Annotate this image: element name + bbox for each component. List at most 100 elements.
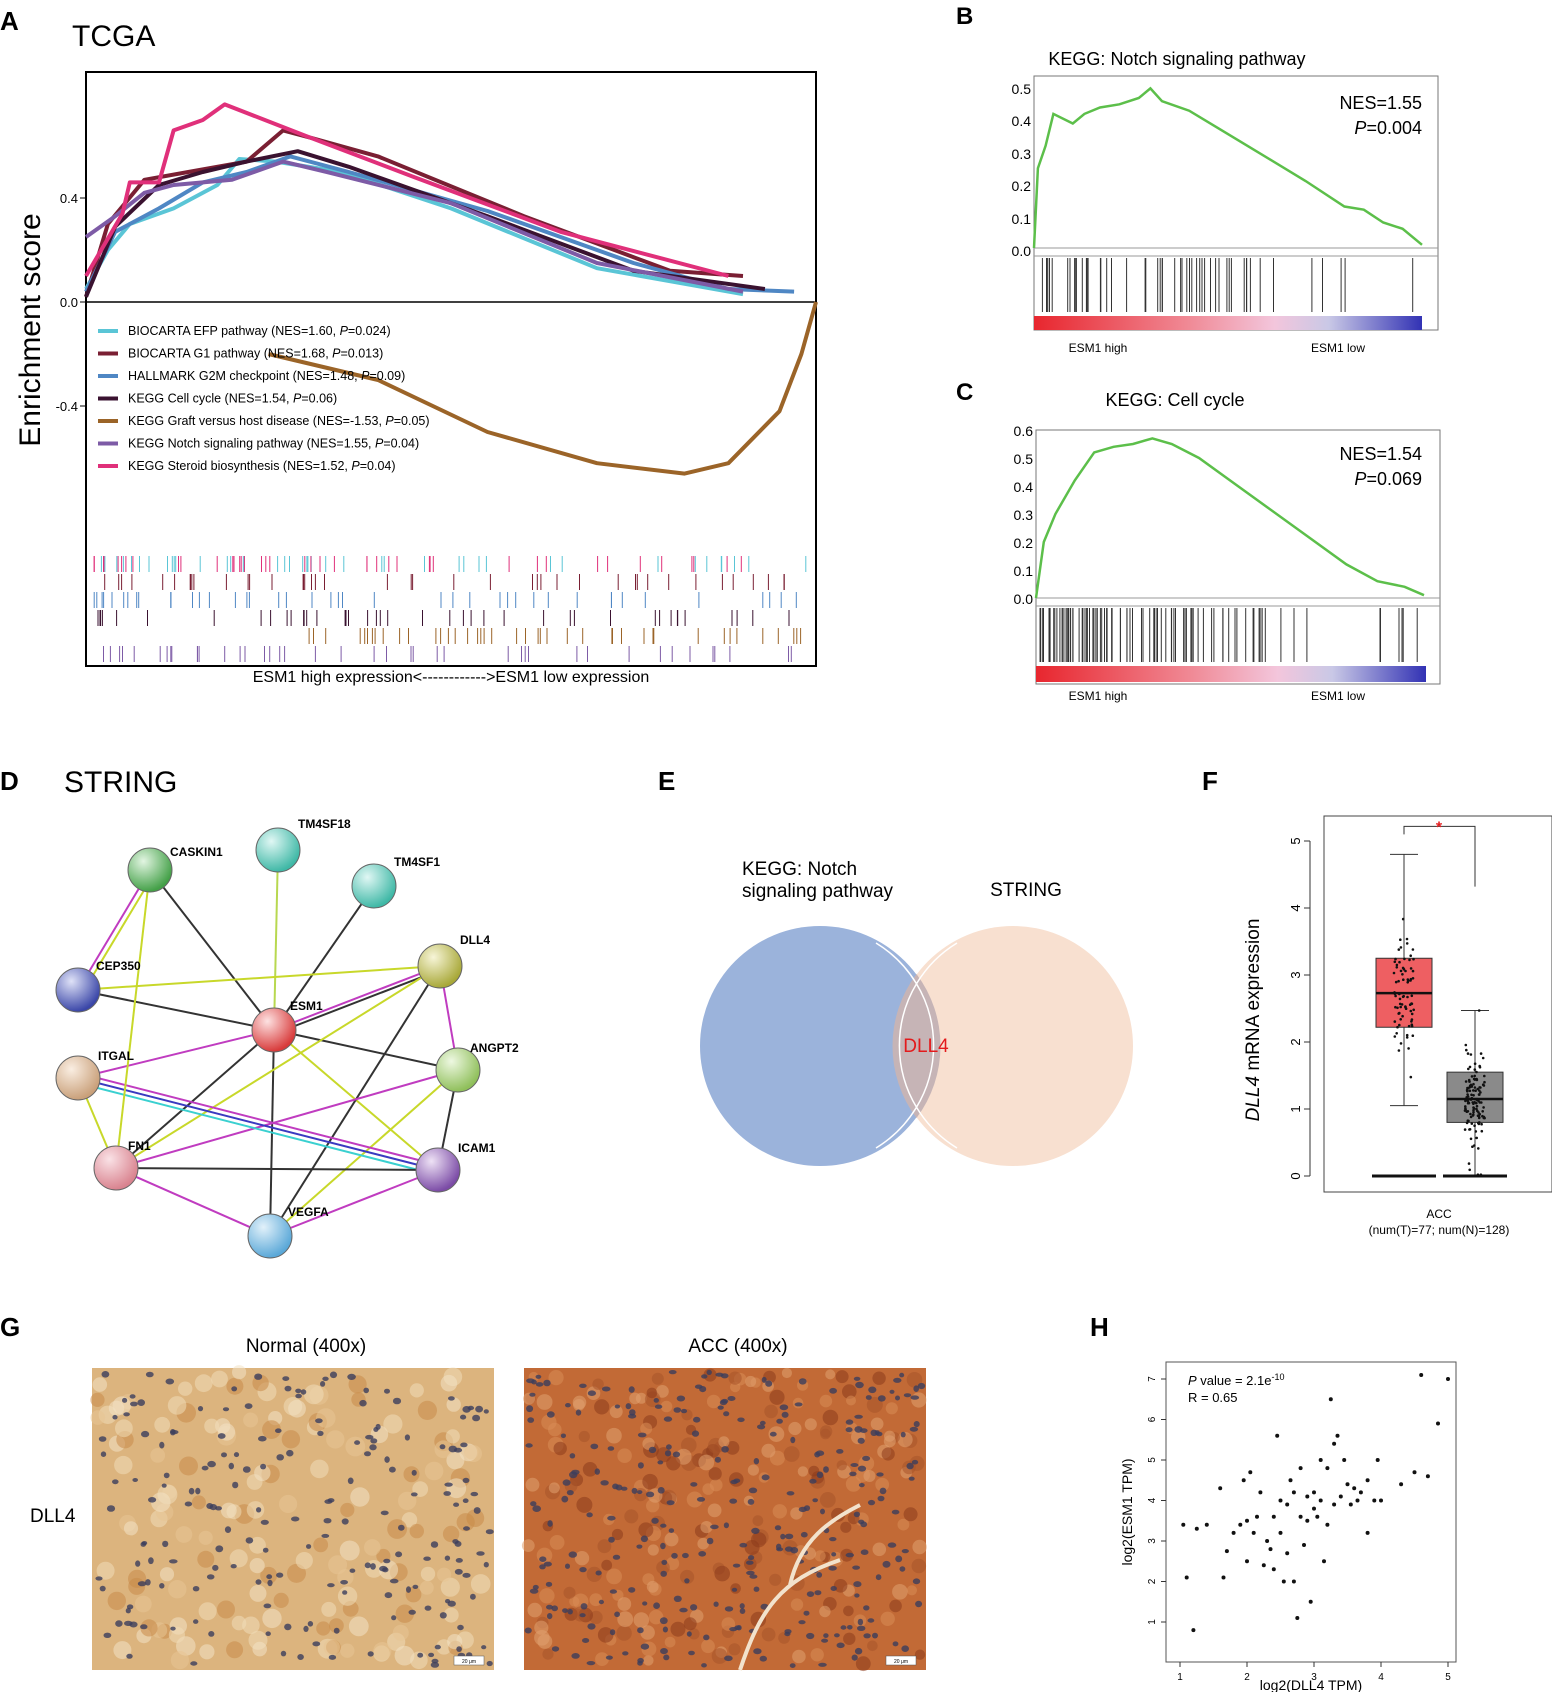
jitter-point [1398, 948, 1401, 951]
y-tick-label: 3 [1288, 971, 1303, 978]
tissue-patch [648, 1544, 659, 1555]
node-caskin1[interactable] [128, 848, 172, 892]
jitter-point [1409, 1003, 1412, 1006]
panel-a-letter: A [0, 6, 19, 36]
nucleus [440, 1612, 447, 1618]
tissue-patch [313, 1538, 328, 1553]
nucleus [132, 1478, 138, 1482]
nucleus [443, 1491, 451, 1496]
tissue-patch [661, 1401, 673, 1413]
jitter-point [1400, 946, 1403, 949]
x-tick-label: 4 [1378, 1672, 1384, 1683]
nucleus [751, 1528, 759, 1534]
scatter-point [1339, 1495, 1343, 1499]
nucleus [539, 1556, 546, 1562]
nucleus [817, 1472, 824, 1479]
nucleus [746, 1571, 755, 1575]
nucleus [260, 1464, 266, 1470]
scatter-point [1372, 1499, 1376, 1503]
jitter-point [1396, 964, 1399, 967]
nucleus [285, 1386, 292, 1392]
node-esm1[interactable] [252, 1008, 296, 1052]
node-tm4sf1[interactable] [352, 864, 396, 908]
tissue-patch [606, 1428, 622, 1444]
nucleus [669, 1370, 677, 1374]
tissue-patch [823, 1410, 839, 1426]
tissue-patch [113, 1396, 131, 1414]
nucleus [435, 1645, 441, 1650]
tissue-patch [769, 1390, 784, 1405]
nucleus [569, 1551, 577, 1557]
nucleus [616, 1485, 623, 1491]
tissue-patch [701, 1639, 715, 1653]
jitter-point [1410, 1076, 1413, 1079]
nucleus [317, 1431, 323, 1436]
node-tm4sf18[interactable] [256, 828, 300, 872]
scatter-point [1359, 1490, 1363, 1494]
nucleus [798, 1620, 805, 1624]
jitter-point [1400, 1042, 1403, 1045]
tissue-patch [856, 1656, 871, 1671]
panel-f-letter: F [1202, 766, 1218, 796]
edge-angpt2-fn1 [116, 1070, 458, 1168]
nucleus [297, 1654, 304, 1660]
nucleus [190, 1661, 197, 1665]
nucleus [138, 1581, 147, 1586]
nucleus [829, 1388, 837, 1394]
node-icam1[interactable] [416, 1148, 460, 1192]
tissue-patch [710, 1479, 723, 1492]
nucleus [406, 1586, 411, 1593]
nucleus [820, 1509, 825, 1515]
nucleus [286, 1450, 293, 1457]
legend-label: BIOCARTA EFP pathway (NES=1.60, P=0.024) [128, 324, 391, 338]
nucleus [649, 1447, 656, 1453]
nucleus [841, 1625, 847, 1629]
jitter-point [1471, 1145, 1474, 1148]
jitter-point [1470, 1098, 1473, 1101]
tissue-patch [595, 1652, 609, 1666]
node-vegfa[interactable] [248, 1214, 292, 1258]
edge-tm4sf18-esm1 [274, 850, 278, 1030]
nucleus [697, 1497, 705, 1502]
nucleus [890, 1390, 895, 1394]
nucleus [679, 1608, 687, 1613]
jitter-point [1472, 1111, 1475, 1114]
nucleus [234, 1452, 239, 1457]
nucleus [812, 1498, 818, 1502]
nucleus [581, 1603, 588, 1609]
jitter-point [1475, 1130, 1478, 1133]
tissue-patch [226, 1641, 243, 1658]
tissue-patch [846, 1396, 856, 1406]
jitter-point [1483, 1081, 1486, 1084]
ihc-acc-scale-label: 20 μm [894, 1659, 908, 1665]
nucleus [303, 1626, 308, 1632]
jitter-point [1477, 1147, 1480, 1150]
nucleus [308, 1621, 313, 1627]
scatter-point [1282, 1580, 1286, 1584]
jitter-point [1411, 1013, 1414, 1016]
nucleus [806, 1633, 814, 1639]
nucleus [587, 1623, 595, 1629]
panel-c-left-label: ESM1 high [1069, 689, 1128, 703]
nucleus [449, 1446, 458, 1453]
nucleus [104, 1633, 112, 1638]
jitter-point [1398, 961, 1401, 964]
y-tick-label: 1 [1147, 1619, 1158, 1625]
nucleus [526, 1378, 535, 1383]
nucleus [854, 1426, 862, 1433]
nucleus [334, 1628, 340, 1634]
nucleus [561, 1496, 568, 1503]
nucleus [328, 1498, 335, 1502]
panel-f-xlabel: ACC [1426, 1207, 1452, 1221]
tissue-patch [843, 1606, 854, 1617]
nucleus [390, 1579, 399, 1584]
nucleus [646, 1492, 654, 1498]
tissue-patch [178, 1382, 192, 1396]
ihc-normal-image [90, 1365, 494, 1670]
node-dll4[interactable] [418, 944, 462, 988]
nucleus [901, 1645, 909, 1652]
scatter-point [1336, 1434, 1340, 1438]
node-cep350[interactable] [56, 968, 100, 1012]
scatter-point [1299, 1466, 1303, 1470]
node-itgal[interactable] [56, 1056, 100, 1100]
